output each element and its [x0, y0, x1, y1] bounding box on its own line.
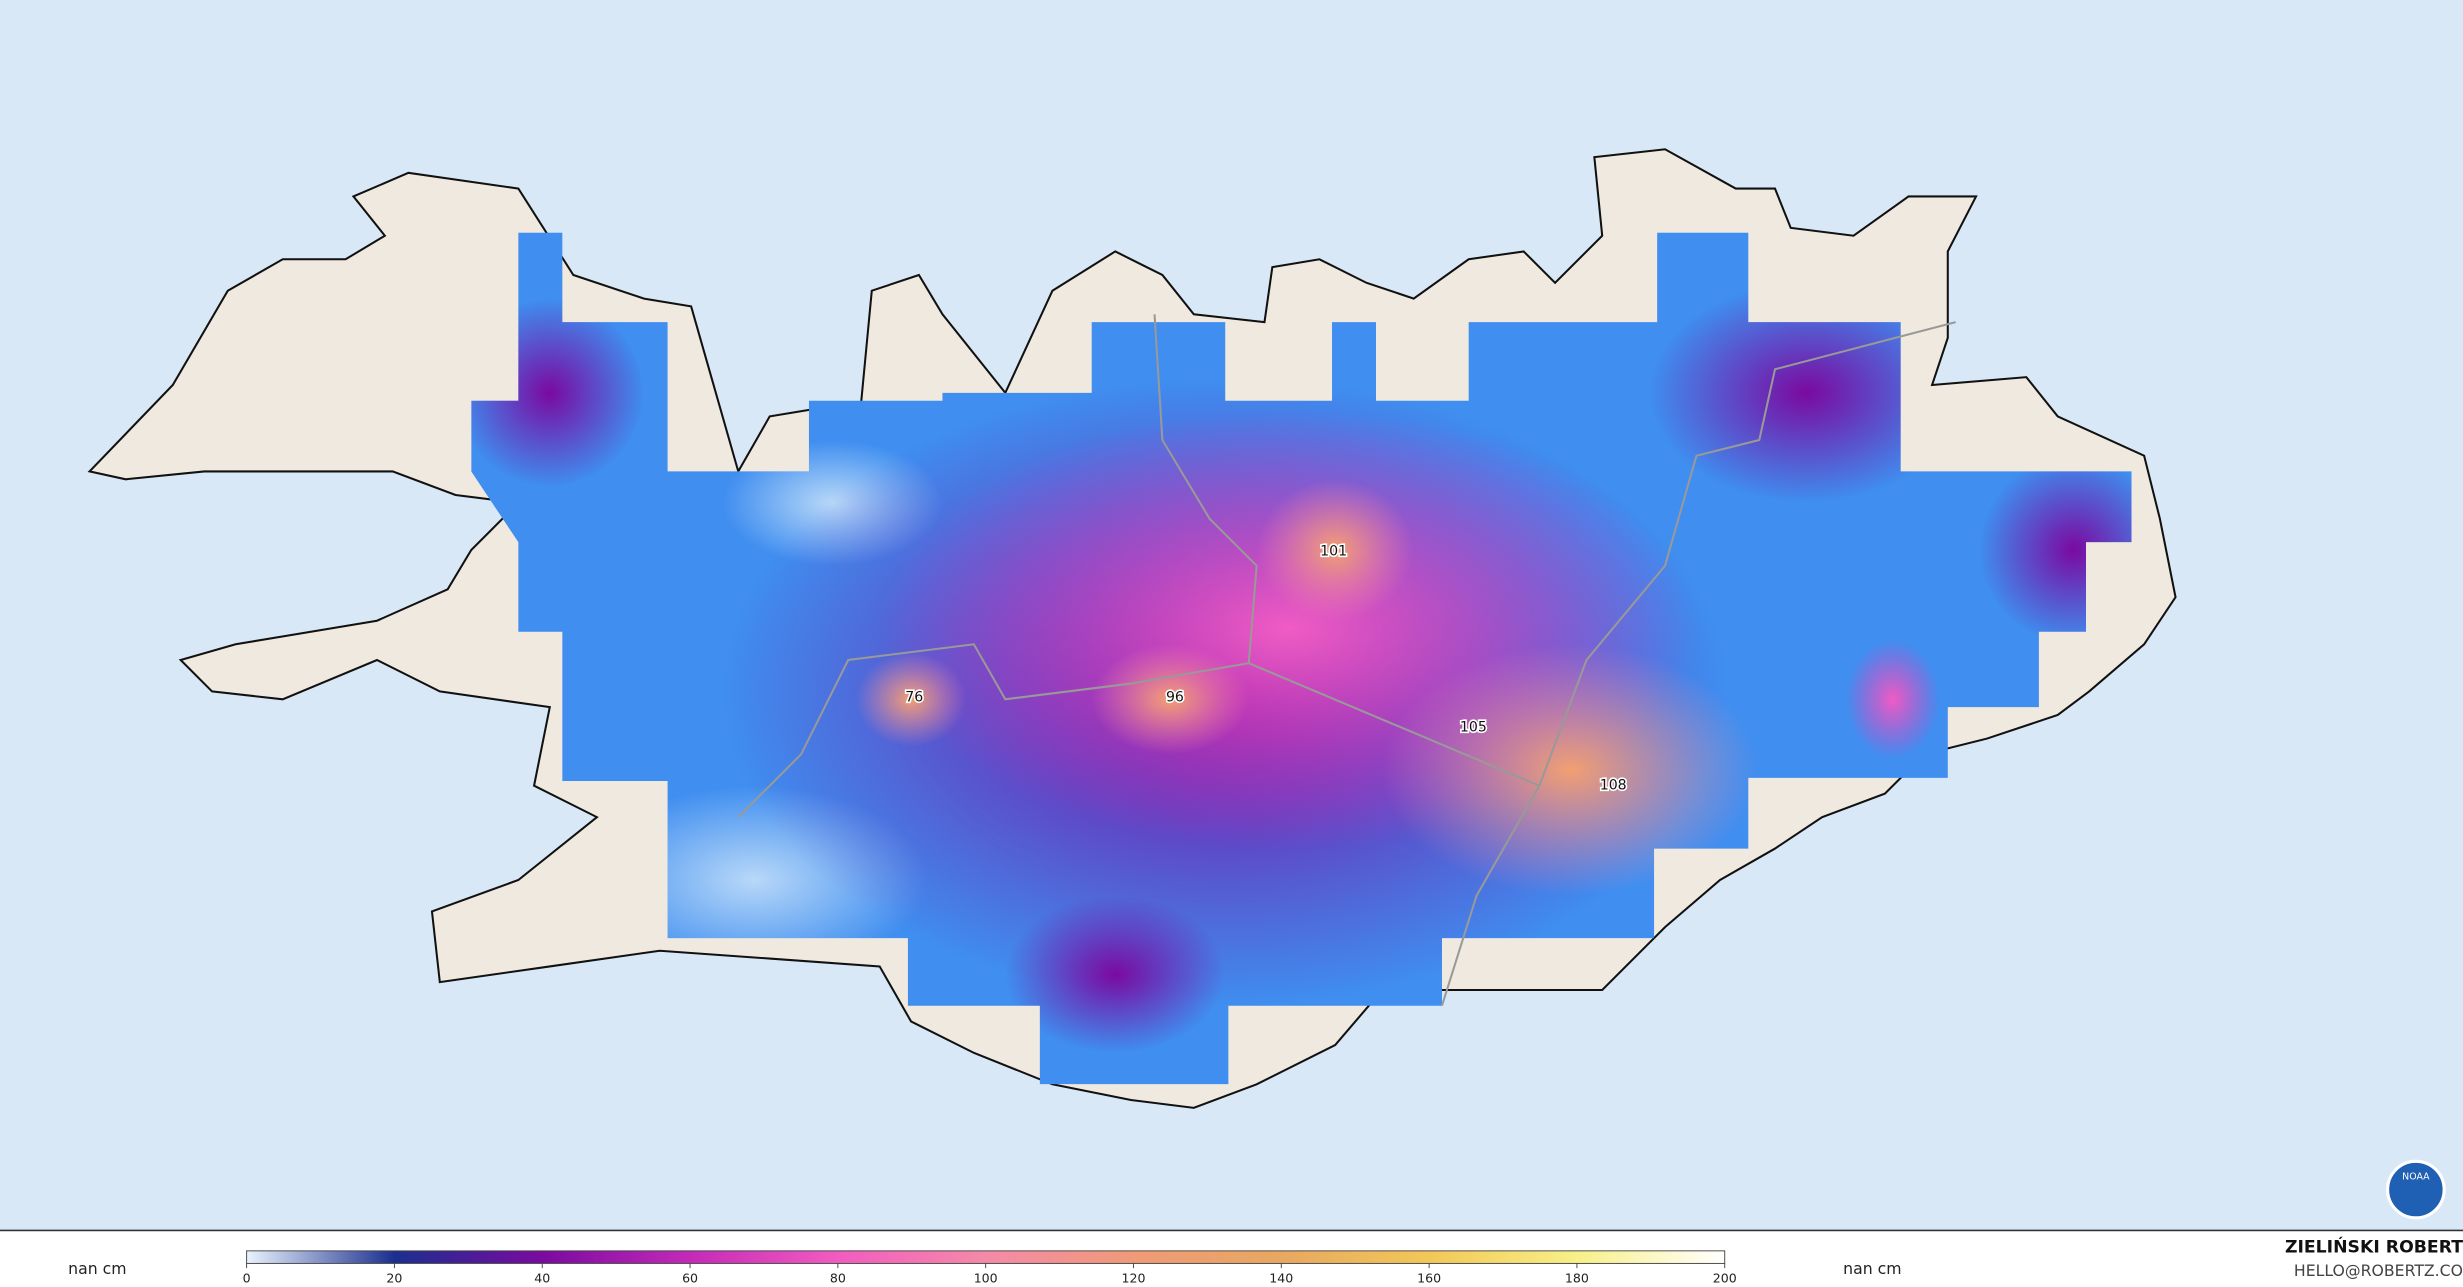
colorbar-tick-label: 100 [974, 1271, 998, 1286]
logo-text: NOAA [2402, 1171, 2430, 1182]
region-border [1153, 314, 1258, 664]
credit-email: HELLO@ROBERTZ.CO [2294, 1261, 2463, 1280]
colorbar-tick-label: 0 [243, 1271, 251, 1286]
field-blob [1091, 644, 1249, 755]
colorbar-tick-label: 180 [1565, 1271, 1589, 1286]
value-label: 96 [1166, 690, 1184, 706]
value-label: 101 [1320, 544, 1347, 560]
colorbar-tick-label: 140 [1269, 1271, 1293, 1286]
field-blob [1005, 895, 1226, 1053]
unit-label: nan cm [1843, 1259, 1901, 1278]
region-border [1538, 321, 1956, 787]
value-label: 76 [905, 690, 923, 706]
field-blob [856, 652, 967, 747]
region-border [737, 643, 1541, 1007]
unit-label: nan cm [68, 1259, 126, 1278]
logo [2386, 1159, 2446, 1220]
credit-name: ZIELIŃSKI ROBERT [2285, 1236, 2463, 1258]
field-blob [1256, 479, 1414, 621]
colorbar-tick-label: 120 [1122, 1271, 1146, 1286]
colorbar [246, 1250, 1726, 1264]
colorbar-tick-label: 20 [386, 1271, 402, 1286]
value-label: 105 [1460, 720, 1487, 736]
colorbar-tick-label: 40 [534, 1271, 550, 1286]
colorbar-tick-label: 60 [682, 1271, 698, 1286]
value-label: 108 [1600, 778, 1627, 794]
field-blob [1382, 644, 1760, 896]
colorbar-tick-label: 80 [830, 1271, 846, 1286]
colorbar-tick-label: 200 [1713, 1271, 1737, 1286]
colorbar-tick-label: 160 [1417, 1271, 1441, 1286]
field-blob [1845, 639, 1940, 759]
